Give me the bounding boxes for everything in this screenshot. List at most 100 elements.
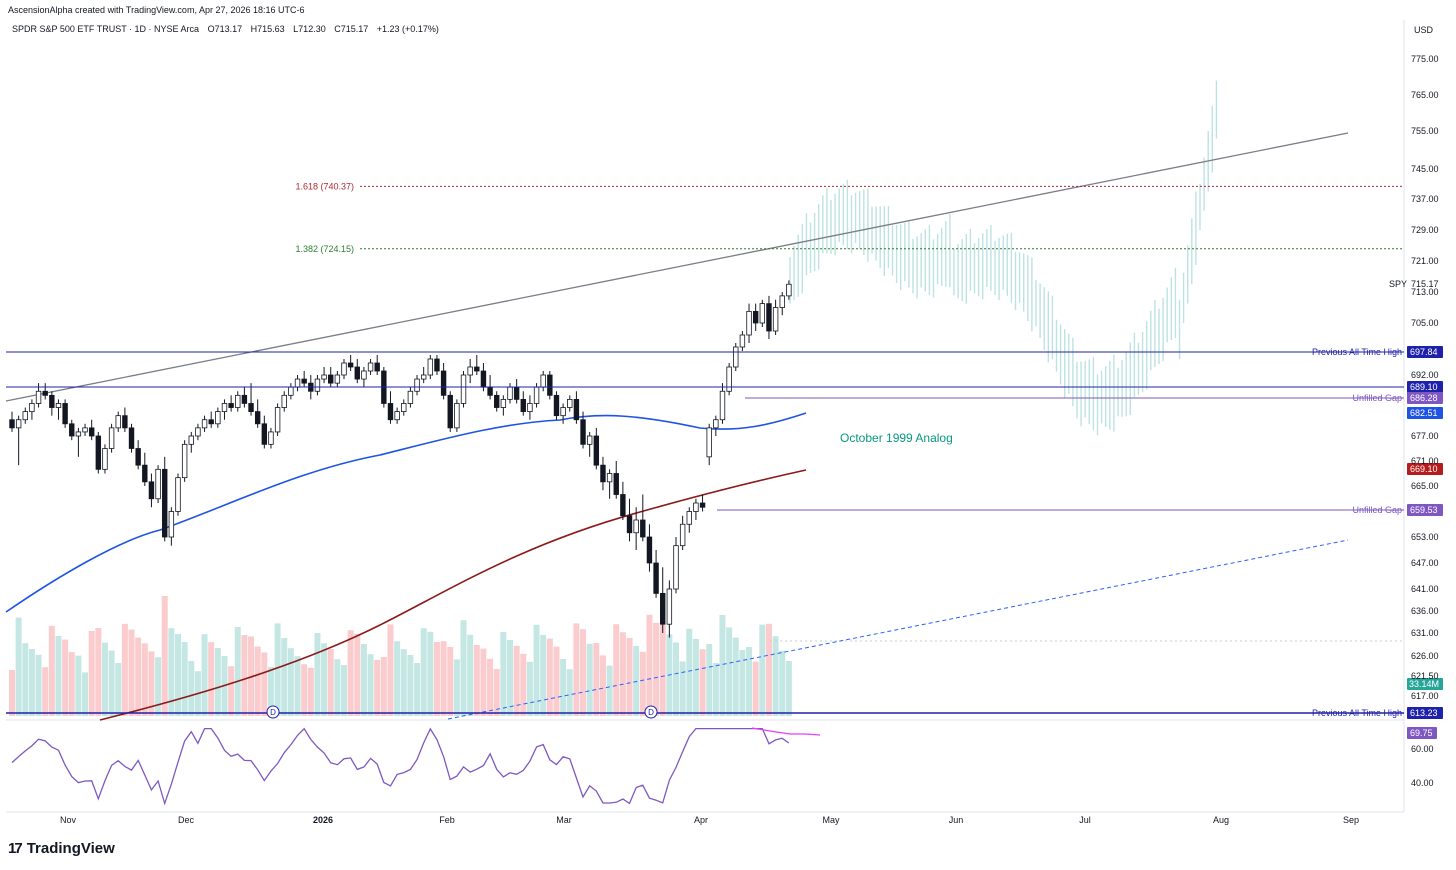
volume-bar	[101, 642, 108, 716]
candle-body	[693, 502, 699, 512]
volume-bar	[380, 657, 387, 716]
candle-body	[95, 435, 102, 470]
price-tick-label: 677.00	[1411, 431, 1439, 441]
volume-tag-value: 33.14M	[1409, 679, 1439, 689]
candle-body	[633, 519, 639, 534]
candle-body	[759, 303, 766, 324]
candle-body	[726, 366, 732, 392]
volume-bar	[692, 639, 699, 716]
volume-bar	[155, 657, 162, 716]
price-tick-label: 653.00	[1411, 532, 1439, 542]
volume-bar	[639, 651, 646, 716]
volume-bar	[374, 660, 381, 716]
candle-body	[162, 468, 168, 538]
volume-bar	[593, 643, 600, 716]
volume-bar	[294, 656, 301, 716]
level-lines: Previous All Time High 697.84 689.10 Unfill…	[6, 279, 1443, 719]
candle-body	[766, 303, 772, 332]
candle-body	[235, 394, 241, 408]
level-label: Unfilled Gap	[1352, 393, 1402, 403]
volume-bar	[619, 632, 626, 716]
volume-bar	[121, 623, 128, 716]
volume-bar	[407, 655, 414, 716]
lower-trend-line	[447, 539, 1349, 720]
currency-label[interactable]: USD	[1414, 25, 1434, 35]
candle-body	[122, 415, 128, 429]
price-tick-label: 621.50	[1411, 671, 1439, 681]
time-tick-label: Mar	[556, 815, 572, 825]
candle-body	[155, 468, 161, 500]
tradingview-logo[interactable]: 17 TradingView	[8, 840, 115, 857]
candle-body	[128, 427, 135, 449]
candle-body	[560, 407, 566, 417]
volume-bar	[653, 622, 660, 716]
volume-bar	[473, 645, 480, 716]
candle-body	[148, 481, 155, 500]
time-tick-label: Dec	[178, 815, 195, 825]
candle-body	[135, 448, 141, 466]
price-tick-label: 631.00	[1411, 628, 1439, 638]
open-value: O713.17	[207, 24, 243, 34]
volume-bar	[82, 672, 89, 716]
candle-body	[772, 307, 779, 332]
price-axis[interactable]: 775.00 765.00 755.00 745.00 737.00 729.00 721.…	[1411, 54, 1439, 788]
time-tick-label: Jul	[1079, 815, 1091, 825]
time-tick-label: Feb	[439, 815, 455, 825]
candle-body	[520, 398, 526, 412]
tradingview-logo-icon: 17	[8, 840, 23, 857]
candle-body	[29, 403, 35, 413]
candle-body	[686, 511, 692, 525]
volume-bar	[314, 633, 321, 716]
price-tag-value: 686.28	[1410, 393, 1438, 403]
volume-bar	[88, 631, 95, 716]
candle-body	[494, 394, 500, 408]
volume-bar	[334, 659, 341, 716]
dividend-marker	[266, 705, 280, 719]
candle-body	[640, 519, 646, 538]
volume-bar	[785, 661, 792, 716]
candle-body	[513, 386, 520, 400]
candle-body	[673, 545, 679, 590]
time-axis[interactable]: Nov Dec 2026 Feb Mar Apr May Jun Jul Aug Sep	[60, 815, 1359, 825]
candle-body	[334, 374, 341, 384]
candle-body	[142, 464, 148, 483]
volume-bar	[752, 661, 759, 716]
volume-bar	[467, 634, 474, 716]
price-tick-label: 729.00	[1411, 225, 1439, 235]
volume-bar	[706, 644, 713, 716]
time-tick-label: Sep	[1343, 815, 1359, 825]
candle-body	[487, 386, 493, 396]
candle-body	[507, 386, 513, 400]
candle-body	[35, 390, 42, 404]
volume-bar	[327, 649, 334, 716]
low-value: L712.30	[293, 24, 326, 34]
high-value: H715.63	[250, 24, 285, 34]
candle-body	[401, 403, 407, 413]
candle-body	[341, 362, 347, 376]
candlesticks[interactable]	[9, 280, 792, 638]
candle-body	[69, 423, 75, 437]
price-tick-label: 745.00	[1411, 164, 1439, 174]
candle-body	[679, 523, 686, 547]
candle-body	[440, 370, 447, 396]
price-tag	[1407, 346, 1443, 358]
volume-bar	[188, 661, 195, 716]
symbol-description[interactable]: SPDR S&P 500 ETF TRUST · 1D · NYSE Arca	[12, 24, 200, 34]
candle-body	[533, 386, 540, 404]
time-tick-label: Nov	[60, 815, 77, 825]
candle-body	[620, 494, 626, 517]
level-label: Previous All Time High	[1312, 708, 1402, 718]
dividend-marker	[644, 705, 658, 719]
volume-bar	[62, 639, 69, 716]
fib-label: 1.618 (740.37)	[295, 181, 354, 191]
time-tick-label: 2026	[313, 815, 333, 825]
ma-50-line	[5, 412, 807, 613]
volume-bar	[201, 634, 208, 716]
volume-bar	[739, 650, 746, 716]
volume-bar	[686, 628, 693, 716]
candle-body	[713, 419, 719, 429]
candle-body	[733, 346, 739, 368]
candle-body	[49, 394, 55, 408]
candle-body	[779, 295, 785, 308]
